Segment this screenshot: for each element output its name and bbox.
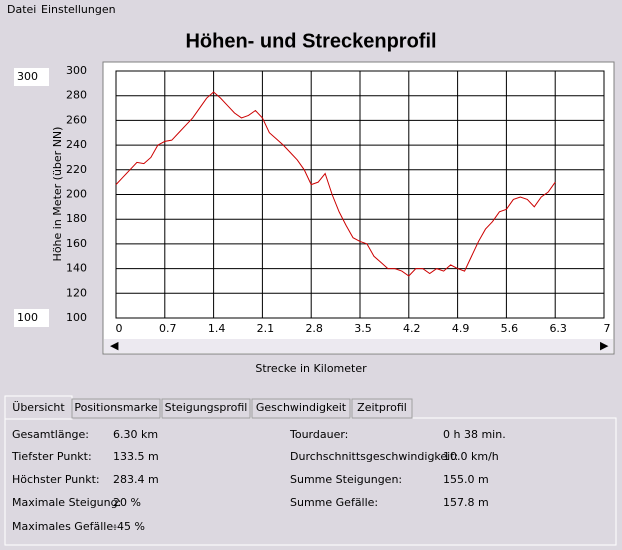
- y-tick-label: 180: [66, 212, 87, 225]
- scroll-left[interactable]: ◀: [110, 339, 119, 352]
- summary-label: Maximales Gefälle:: [12, 520, 117, 533]
- summary-value: 20 %: [113, 496, 141, 509]
- x-tick-label: 5.6: [501, 322, 519, 335]
- summary-label: Tiefster Punkt:: [11, 450, 92, 463]
- scrollbar[interactable]: [104, 339, 613, 353]
- y-tick-label: 160: [66, 237, 87, 250]
- y-min-value: 100: [17, 311, 38, 324]
- summary-label: Summe Steigungen:: [290, 473, 402, 486]
- tab[interactable]: [71, 398, 161, 419]
- y-tick-label: 120: [66, 286, 87, 299]
- x-tick-label: 0: [116, 322, 123, 335]
- tab-label: Übersicht: [12, 401, 65, 414]
- summary-value: 0 h 38 min.: [443, 428, 506, 441]
- summary-label: Maximale Steigung:: [12, 496, 121, 509]
- x-tick-label: 2.8: [305, 322, 323, 335]
- menu-item[interactable]: Datei: [7, 3, 36, 16]
- x-tick-label: 2.1: [257, 322, 275, 335]
- summary-label: Höchster Punkt:: [12, 473, 100, 486]
- summary-value: 10.0 km/h: [443, 450, 499, 463]
- y-tick-label: 100: [66, 311, 87, 324]
- y-min-input[interactable]: [14, 309, 49, 327]
- y-max-input[interactable]: [14, 68, 49, 86]
- summary-label: Durchschnittsgeschwindigkeit:: [290, 450, 458, 463]
- chart-title: Höhen- und Streckenprofil: [185, 30, 436, 52]
- x-tick-label: 3.5: [354, 322, 372, 335]
- y-max-value: 300: [17, 70, 38, 83]
- x-tick-label: 7: [604, 322, 611, 335]
- y-tick-label: 280: [66, 89, 87, 102]
- x-axis-label: Strecke in Kilometer: [255, 362, 367, 375]
- tab-label: Zeitprofil: [357, 401, 407, 414]
- summary-label: Summe Gefälle:: [290, 496, 378, 509]
- tab-label: Positionsmarke: [74, 401, 158, 414]
- scroll-right[interactable]: ▶: [600, 339, 609, 352]
- tab-panel: [4, 417, 617, 546]
- tab-label: Steigungsprofil: [165, 401, 248, 414]
- y-tick-label: 300: [66, 64, 87, 77]
- elevation-line: [115, 91, 556, 277]
- summary-value: -45 %: [113, 520, 145, 533]
- y-axis-label: Höhe in Meter (über NN): [51, 127, 64, 262]
- summary-value: 133.5 m: [113, 450, 159, 463]
- summary-value: 155.0 m: [443, 473, 489, 486]
- y-tick-label: 260: [66, 113, 87, 126]
- menu-bar: [0, 0, 622, 20]
- x-tick-label: 0.7: [159, 322, 177, 335]
- y-tick-label: 220: [66, 163, 87, 176]
- x-tick-label: 1.4: [208, 322, 226, 335]
- x-tick-label: 4.9: [452, 322, 470, 335]
- summary-value: 157.8 m: [443, 496, 489, 509]
- tab[interactable]: [161, 398, 251, 419]
- x-tick-label: 4.2: [403, 322, 421, 335]
- y-tick-label: 140: [66, 262, 87, 275]
- y-tick-label: 240: [66, 138, 87, 151]
- summary-label: Tourdauer:: [289, 428, 348, 441]
- tab-label: Geschwindigkeit: [256, 401, 347, 414]
- summary-value: 6.30 km: [113, 428, 158, 441]
- x-tick-label: 6.3: [549, 322, 567, 335]
- tab[interactable]: [251, 398, 351, 419]
- tab[interactable]: [351, 398, 413, 419]
- summary-value: 283.4 m: [113, 473, 159, 486]
- summary-label: Gesamtlänge:: [12, 428, 89, 441]
- menu-item[interactable]: Einstellungen: [41, 3, 116, 16]
- y-tick-label: 200: [66, 188, 87, 201]
